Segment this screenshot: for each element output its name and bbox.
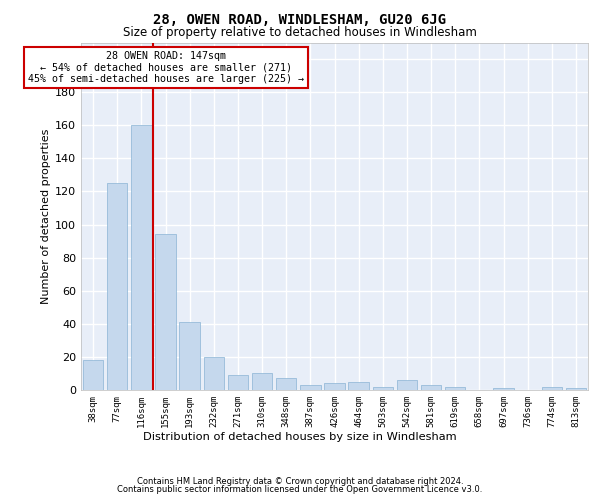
Bar — [373, 386, 393, 390]
Bar — [445, 386, 466, 390]
Bar — [107, 183, 127, 390]
Bar — [421, 385, 442, 390]
Bar — [300, 385, 320, 390]
Bar — [131, 125, 152, 390]
Text: 28 OWEN ROAD: 147sqm
← 54% of detached houses are smaller (271)
45% of semi-deta: 28 OWEN ROAD: 147sqm ← 54% of detached h… — [28, 51, 304, 84]
Bar — [83, 360, 103, 390]
Bar — [349, 382, 369, 390]
Text: Size of property relative to detached houses in Windlesham: Size of property relative to detached ho… — [123, 26, 477, 39]
Bar — [324, 384, 345, 390]
Text: Distribution of detached houses by size in Windlesham: Distribution of detached houses by size … — [143, 432, 457, 442]
Bar — [203, 357, 224, 390]
Text: Contains public sector information licensed under the Open Government Licence v3: Contains public sector information licen… — [118, 485, 482, 494]
Y-axis label: Number of detached properties: Number of detached properties — [41, 128, 51, 304]
Bar — [155, 234, 176, 390]
Bar — [542, 386, 562, 390]
Bar — [276, 378, 296, 390]
Bar — [252, 374, 272, 390]
Bar — [493, 388, 514, 390]
Bar — [397, 380, 417, 390]
Bar — [227, 375, 248, 390]
Bar — [566, 388, 586, 390]
Text: 28, OWEN ROAD, WINDLESHAM, GU20 6JG: 28, OWEN ROAD, WINDLESHAM, GU20 6JG — [154, 12, 446, 26]
Bar — [179, 322, 200, 390]
Text: Contains HM Land Registry data © Crown copyright and database right 2024.: Contains HM Land Registry data © Crown c… — [137, 477, 463, 486]
